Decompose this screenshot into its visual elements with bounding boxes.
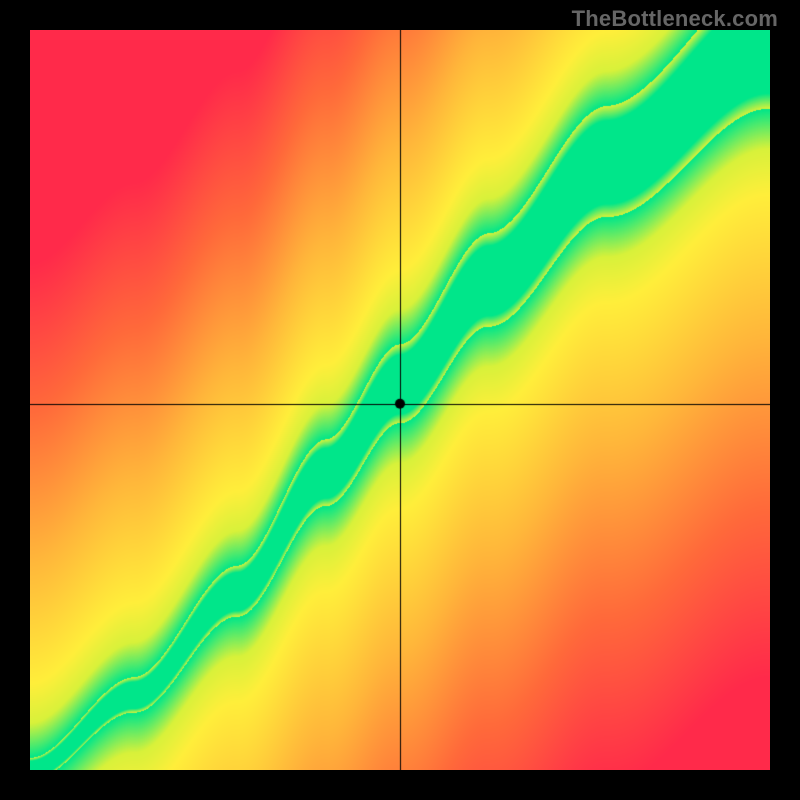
watermark-text: TheBottleneck.com: [572, 6, 778, 32]
heatmap-plot: [30, 30, 770, 770]
heatmap-canvas: [30, 30, 770, 770]
chart-container: TheBottleneck.com: [0, 0, 800, 800]
